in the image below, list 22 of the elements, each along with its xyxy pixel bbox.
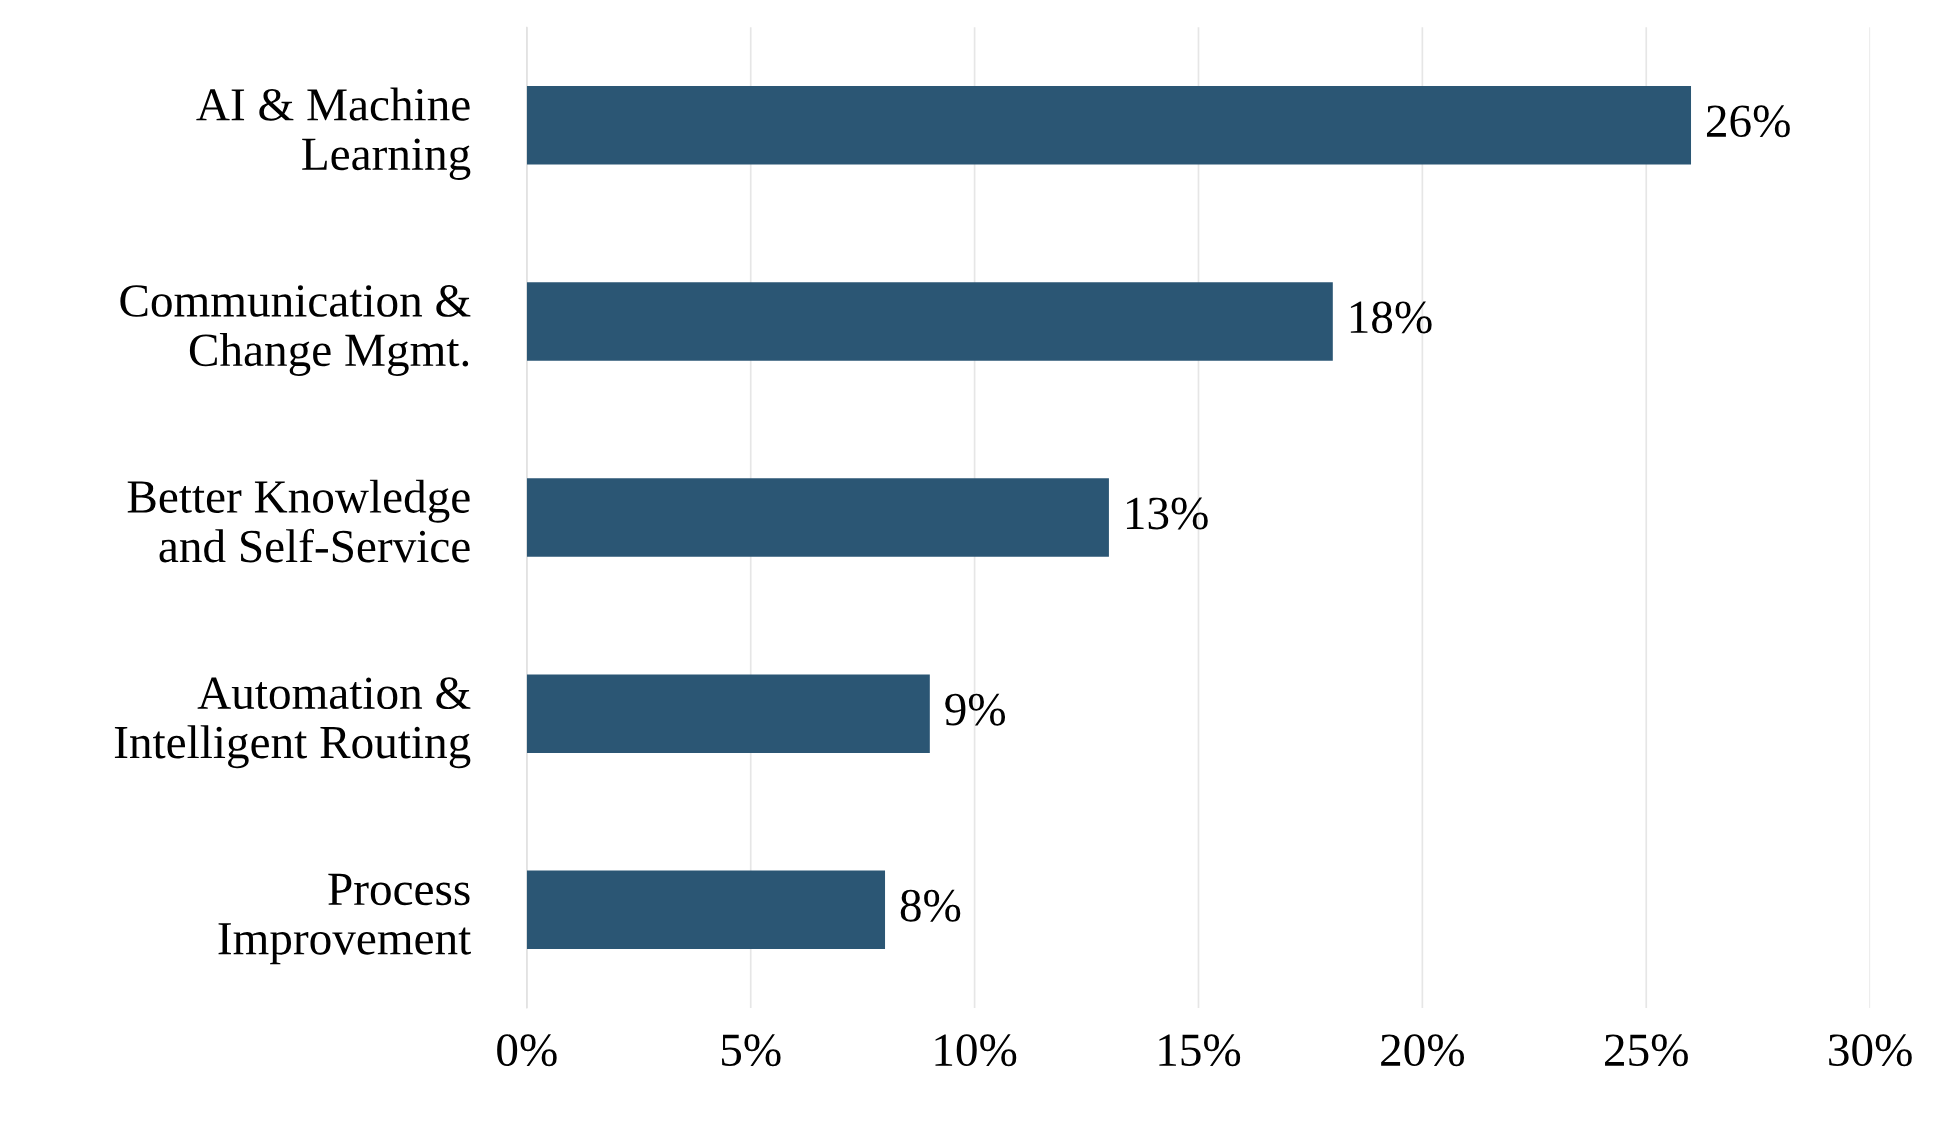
data-label: 8%	[900, 889, 961, 922]
y-tick-label: Automation & Intelligent Routing	[114, 677, 471, 769]
x-tick-label: 10%	[935, 1034, 1017, 1067]
bar	[526, 674, 930, 753]
y-tick-label: Better Knowledge and Self-Service	[127, 479, 470, 563]
x-tick-label: 15%	[1159, 1034, 1241, 1067]
x-tick-label: 20%	[1381, 1034, 1465, 1067]
bar	[526, 282, 1333, 361]
bar	[526, 478, 1109, 557]
x-tick-label: 0%	[497, 1034, 557, 1067]
data-label: 26%	[1706, 105, 1790, 138]
bar	[526, 86, 1692, 165]
bar	[526, 870, 886, 950]
data-label: 13%	[1126, 497, 1208, 530]
y-tick-label: Process Improvement	[218, 873, 471, 965]
y-tick-label: Communication & Change Mgmt.	[120, 285, 471, 376]
x-tick-label: 25%	[1605, 1034, 1688, 1067]
x-tick-label: 30%	[1829, 1034, 1912, 1067]
data-label: 9%	[945, 693, 1006, 726]
y-tick-label: AI & Machine Learning	[196, 87, 471, 180]
x-tick-label: 5%	[721, 1034, 781, 1067]
data-label: 18%	[1350, 301, 1432, 334]
